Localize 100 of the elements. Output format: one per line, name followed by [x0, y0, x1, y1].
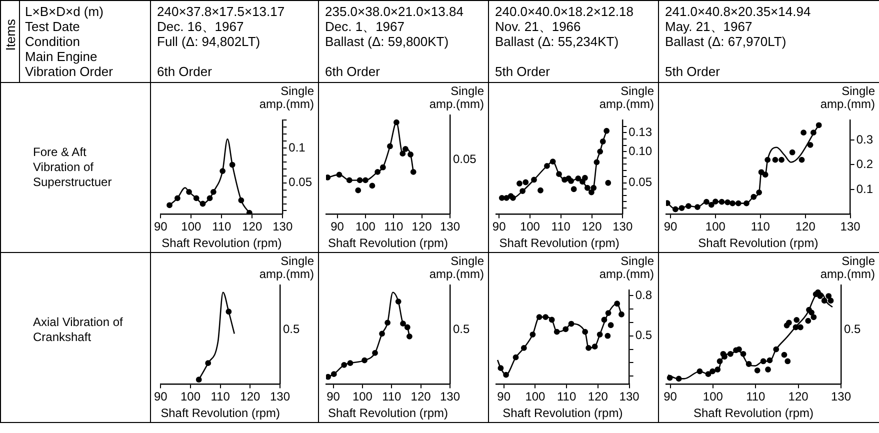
x-tick-label: 110 [750, 220, 770, 234]
text: Ballast (Δ: 67,970LT) [665, 34, 786, 49]
text: Condition [25, 34, 80, 49]
point [828, 298, 834, 304]
point [605, 180, 612, 186]
x-tick-label: 130 [612, 220, 633, 234]
x-axis-title: Shaft Revolution (rpm) [160, 406, 280, 420]
point [808, 310, 814, 316]
point [798, 156, 805, 163]
x-tick-label: 110 [746, 390, 766, 404]
x-tick-label: 100 [181, 220, 202, 234]
text: 5th Order [495, 64, 550, 79]
x-tick-label: 120 [412, 220, 432, 234]
x-tick-label: 90 [330, 220, 344, 234]
y-tick-label: 0.5 [635, 328, 652, 342]
y-tick-label: 0.13 [628, 125, 652, 140]
point [789, 149, 796, 156]
point [608, 322, 614, 328]
x-tick-label: 90 [492, 220, 506, 234]
point [772, 156, 778, 163]
point [798, 324, 804, 330]
x-axis-title: Shaft Revolution (rpm) [698, 236, 818, 250]
x-tick-label: 90 [154, 220, 168, 234]
text: May. 21、1967 [665, 19, 752, 34]
y-axis-title: Single amp.(mm) [258, 84, 314, 111]
text: 240.0×40.0×18.2×12.18 [495, 4, 634, 19]
point [570, 186, 577, 192]
x-tick-label: 100 [180, 390, 201, 404]
y-axis-title: Single amp.(mm) [819, 254, 875, 281]
text: Test Date [25, 19, 80, 34]
point [406, 333, 412, 340]
x-tick-label: 110 [551, 220, 571, 234]
x-tick-label: 100 [702, 390, 724, 404]
point [538, 187, 544, 194]
text: 6th Order [325, 64, 380, 79]
y-axis-title: Single amp.(mm) [428, 254, 484, 281]
y-axis-title: Single amp.(mm) [258, 254, 314, 281]
x-axis-title: Shaft Revolution (rpm) [328, 236, 448, 250]
y-tick-label: 0.2 [856, 157, 874, 172]
x-tick-label: 130 [440, 390, 460, 404]
x-tick-label: 130 [440, 220, 460, 234]
text: Axial Vibration of Crankshaft [33, 315, 124, 345]
point [805, 318, 812, 324]
y-tick-label: 0.3 [856, 132, 874, 146]
x-axis-title: Shaft Revolution (rpm) [693, 406, 814, 420]
x-tick-label: 90 [154, 390, 168, 404]
text: 0.5 [844, 322, 862, 336]
text: Full (Δ: 94,802LT) [157, 34, 260, 49]
x-axis-title: Shaft Revolution (rpm) [328, 406, 448, 420]
x-tick-label: 130 [270, 390, 290, 404]
x-tick-label: 110 [384, 220, 404, 234]
point [522, 179, 529, 186]
x-tick-label: 120 [588, 390, 608, 404]
x-tick-label: 110 [557, 390, 576, 404]
point [810, 314, 817, 320]
text: 0.5 [453, 322, 470, 336]
x-tick-label: 90 [326, 390, 340, 404]
point [781, 352, 788, 358]
text: 6th Order [157, 64, 212, 79]
text: Ballast (Δ: 59,800KT) [325, 34, 449, 49]
y-axis-title: Single amp.(mm) [819, 84, 875, 111]
y-tick-label: 0.8 [635, 288, 652, 302]
point [604, 332, 611, 339]
point [326, 374, 331, 380]
y-tick-label: 0.1 [288, 140, 306, 154]
point [516, 180, 522, 186]
point [355, 187, 362, 194]
x-tick-label: 130 [272, 220, 293, 234]
y-axis-title: Single amp.(mm) [598, 84, 654, 111]
x-tick-label: 110 [212, 220, 232, 234]
text: 0.05 [453, 152, 477, 166]
point [582, 174, 588, 181]
y-axis-title: Single amp.(mm) [428, 84, 484, 111]
text: Vibration Order [25, 64, 113, 79]
text: L×B×D×d (m) [25, 4, 104, 19]
text: 235.0×38.0×21.0×13.84 [325, 4, 464, 19]
x-tick-label: 120 [795, 220, 816, 234]
point [784, 358, 791, 364]
x-tick-label: 110 [210, 390, 230, 404]
x-tick-label: 120 [582, 220, 602, 234]
x-tick-label: 100 [525, 390, 546, 404]
text: Dec. 16、1967 [157, 19, 244, 34]
text: Items [3, 19, 18, 51]
x-tick-label: 120 [242, 220, 262, 234]
x-tick-label: 110 [382, 390, 402, 404]
text: 5th Order [665, 64, 720, 79]
text: Ballast (Δ: 55,234KT) [495, 34, 619, 49]
x-tick-label: 90 [664, 390, 678, 404]
x-tick-label: 90 [664, 220, 678, 234]
x-axis-title: Shaft Revolution (rpm) [502, 406, 623, 420]
x-tick-label: 130 [619, 390, 640, 404]
text: Nov. 21、1966 [495, 19, 581, 34]
y-tick-label: 0.1 [856, 182, 874, 196]
point [369, 182, 376, 189]
point [786, 320, 792, 326]
x-tick-label: 100 [352, 390, 373, 404]
y-tick-label: 0.05 [628, 175, 652, 190]
x-axis-title: Shaft Revolution (rpm) [162, 236, 282, 250]
y-tick-label: 0.10 [628, 144, 652, 158]
x-tick-label: 120 [788, 390, 809, 404]
